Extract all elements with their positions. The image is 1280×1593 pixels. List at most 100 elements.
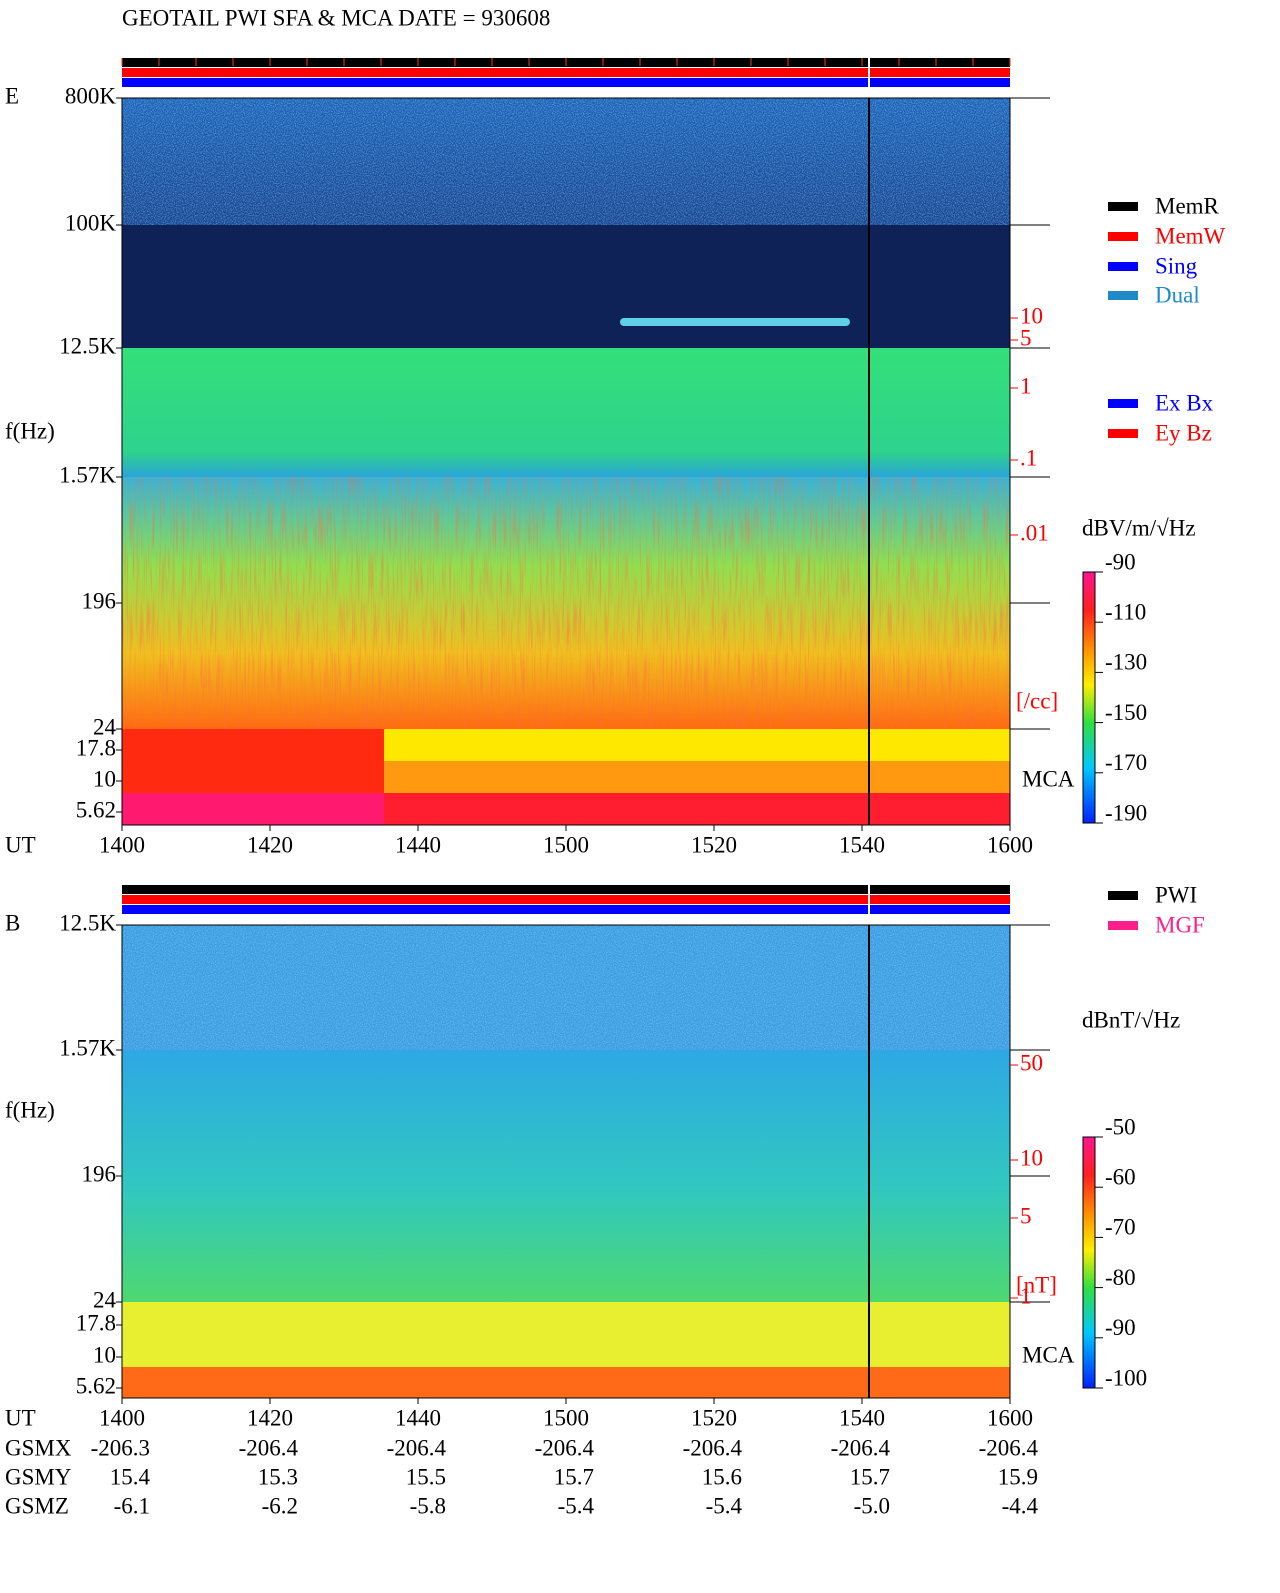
mca-label: MCA — [1022, 1342, 1075, 1367]
band — [122, 348, 1010, 477]
orbit-label: GSMZ — [5, 1493, 69, 1518]
band — [122, 1050, 1010, 1302]
x-tick-label: 1600 — [987, 1405, 1033, 1430]
x-tick-label: 1540 — [839, 1405, 885, 1430]
orbit-value: -4.4 — [1002, 1493, 1039, 1518]
orbit-value: -206.4 — [239, 1435, 299, 1460]
colorbar-tick-label: -90 — [1105, 1315, 1136, 1340]
legend-label: Ex Bx — [1155, 390, 1214, 415]
orbit-value: -6.2 — [262, 1493, 298, 1518]
spectrogram-art — [122, 98, 1010, 1398]
colorbar-title: dBnT/√Hz — [1082, 1007, 1180, 1032]
colorbar — [1082, 1136, 1096, 1389]
y-tick-label: 12.5K — [59, 333, 116, 358]
y-tick-label: 1.57K — [59, 1035, 116, 1060]
y-tick-label: 100K — [65, 210, 117, 235]
orbit-value: -5.0 — [854, 1493, 890, 1518]
mca-label: MCA — [1022, 766, 1075, 791]
y-axis-label: f(Hz) — [5, 418, 55, 443]
orbit-value: -206.4 — [831, 1435, 891, 1460]
band — [122, 793, 384, 825]
right-unit: [/cc] — [1016, 688, 1058, 713]
x-axis-label: UT — [5, 832, 36, 857]
status-bar — [122, 78, 1010, 87]
legend-swatch — [1108, 262, 1138, 271]
x-tick-label: 1440 — [395, 1405, 441, 1430]
right-unit: [nT] — [1016, 1272, 1057, 1297]
x-tick-label: 1540 — [839, 832, 885, 857]
noise — [122, 477, 1010, 729]
panel-label: E — [5, 83, 19, 108]
colorbar — [1082, 571, 1096, 824]
right-tick-label: .1 — [1020, 445, 1037, 470]
colorbar-tick-label: -150 — [1105, 700, 1147, 725]
orbit-value: 15.5 — [406, 1464, 446, 1489]
y-tick-label: 5.62 — [76, 1373, 116, 1398]
right-tick-label: 5 — [1020, 1203, 1032, 1228]
colorbar-tick-label: -60 — [1105, 1164, 1136, 1189]
x-tick-label: 1500 — [543, 1405, 589, 1430]
title: GEOTAIL PWI SFA & MCA DATE = 930608 — [122, 5, 550, 30]
y-tick-label: 17.8 — [76, 735, 116, 760]
orbit-value: 15.9 — [998, 1464, 1038, 1489]
colorbar-tick-label: -170 — [1105, 750, 1147, 775]
orbit-value: -206.3 — [91, 1435, 150, 1460]
right-tick-label: 10 — [1020, 303, 1043, 328]
legend-label: Ey Bz — [1155, 420, 1212, 445]
orbit-value: 15.3 — [258, 1464, 298, 1489]
x-tick-label: 1520 — [691, 1405, 737, 1430]
legend-label: MGF — [1155, 912, 1205, 937]
orbit-value: -206.4 — [683, 1435, 743, 1460]
orbit-value: -206.4 — [535, 1435, 595, 1460]
colorbar-tick-label: -100 — [1105, 1365, 1147, 1390]
x-axis-label: UT — [5, 1405, 36, 1430]
legend-label: PWI — [1155, 882, 1197, 907]
x-tick-label: 1520 — [691, 832, 737, 857]
orbit-label: GSMX — [5, 1435, 72, 1460]
legend-label: MemW — [1155, 223, 1226, 248]
right-tick-label: 10 — [1020, 1145, 1043, 1170]
status-bar — [122, 885, 1010, 894]
x-tick-label: 1400 — [99, 1405, 145, 1430]
band — [122, 1367, 1010, 1398]
y-axis-label: f(Hz) — [5, 1097, 55, 1122]
legend-swatch — [1108, 202, 1138, 211]
y-tick-label: 24 — [93, 1287, 117, 1312]
orbit-value: -5.8 — [410, 1493, 446, 1518]
legend-swatch — [1108, 399, 1138, 408]
band — [122, 225, 1010, 348]
y-tick-label: 196 — [82, 1161, 117, 1186]
band — [122, 1302, 1010, 1367]
orbit-value: -6.1 — [114, 1493, 150, 1518]
orbit-value: -5.4 — [706, 1493, 743, 1518]
y-tick-label: 800K — [65, 83, 117, 108]
right-tick-label: 5 — [1020, 325, 1032, 350]
colorbar-tick-label: -80 — [1105, 1265, 1136, 1290]
x-tick-label: 1600 — [987, 832, 1033, 857]
y-tick-label: 1.57K — [59, 462, 116, 487]
colorbar-tick-label: -130 — [1105, 650, 1147, 675]
legend-swatch — [1108, 891, 1138, 900]
legend-swatch — [1108, 429, 1138, 438]
y-tick-label: 5.62 — [76, 797, 116, 822]
colorbar-tick-label: -110 — [1105, 599, 1146, 624]
x-tick-label: 1500 — [543, 832, 589, 857]
band — [384, 793, 1010, 825]
orbit-label: GSMY — [5, 1464, 72, 1489]
noise — [122, 925, 1010, 1050]
x-tick-label: 1420 — [247, 832, 293, 857]
noise — [122, 98, 1010, 225]
legend-label: Dual — [1155, 282, 1200, 307]
y-tick-label: 10 — [93, 1342, 116, 1367]
colorbar-tick-label: -90 — [1105, 549, 1136, 574]
x-tick-label: 1420 — [247, 1405, 293, 1430]
panel-label: B — [5, 910, 20, 935]
colorbar-tick-label: -190 — [1105, 800, 1147, 825]
orbit-value: 15.6 — [702, 1464, 742, 1489]
status-bar — [122, 895, 1010, 904]
legend-swatch — [1108, 232, 1138, 241]
x-tick-label: 1440 — [395, 832, 441, 857]
orbit-value: 15.7 — [850, 1464, 890, 1489]
y-tick-label: 24 — [93, 714, 117, 739]
